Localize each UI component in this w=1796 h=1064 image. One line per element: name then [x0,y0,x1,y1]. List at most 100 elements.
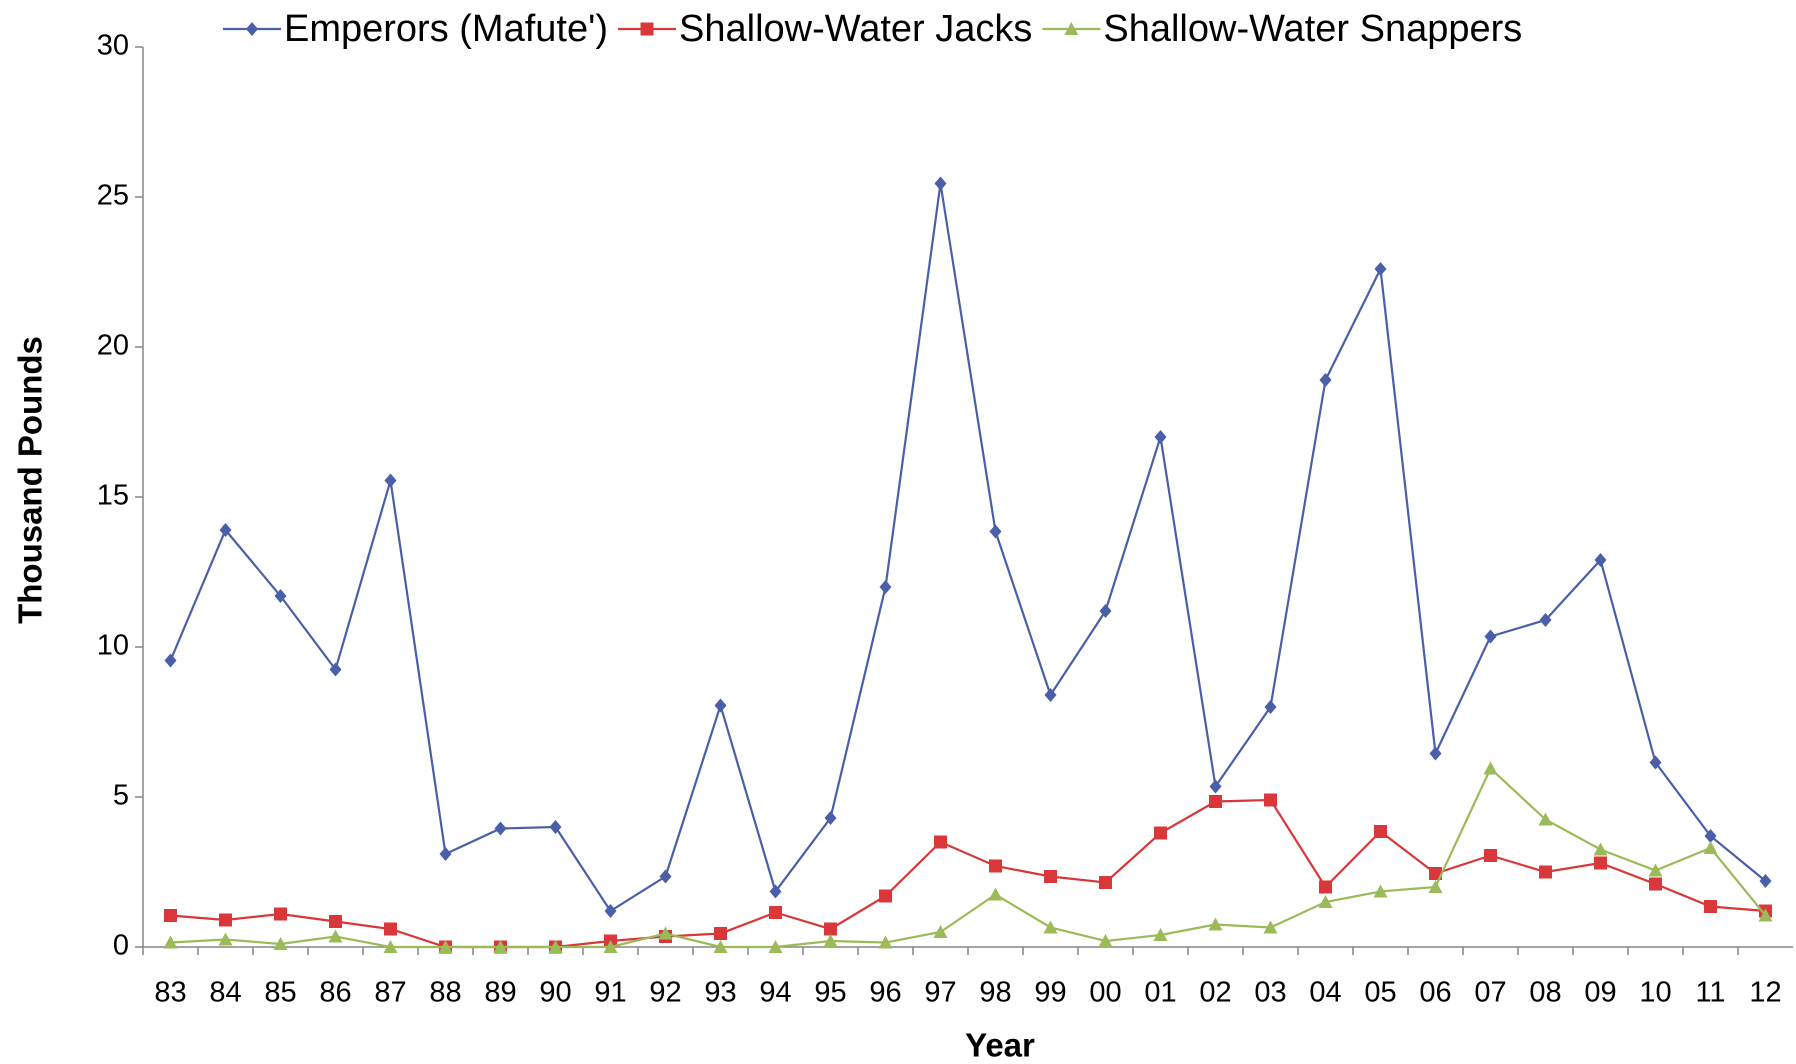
point [493,940,508,953]
x-tick-label: 97 [924,977,956,1009]
point [383,940,398,953]
point [1044,870,1057,883]
legend-label: Shallow-Water Snappers [1103,8,1522,50]
point [548,940,563,953]
y-tick-label: 25 [97,180,129,212]
point [934,835,947,849]
point [824,811,837,825]
x-tick-label: 05 [1364,977,1396,1009]
y-tick-label: 15 [97,480,129,512]
point [713,940,728,953]
point [1263,920,1278,934]
x-tick-label: 83 [154,977,186,1009]
point [219,913,232,927]
point [1648,863,1663,877]
point [1374,262,1387,276]
legend-label: Emperors (Mafute') [284,8,608,50]
point [824,922,837,936]
point [164,653,177,668]
series-line [170,766,1767,949]
point [384,922,397,936]
point [164,909,177,922]
x-tick-label: 90 [539,977,571,1009]
point [879,580,892,594]
point [1319,373,1332,387]
legend-label: Shallow-Water Jacks [679,8,1032,50]
point [989,524,1002,539]
x-tick-label: 88 [429,977,461,1009]
x-tick-label: 00 [1089,977,1121,1009]
point [1649,755,1662,770]
point [988,887,1003,901]
point [274,907,287,921]
x-tick-label: 02 [1199,977,1231,1009]
point [604,904,617,918]
point [659,869,672,884]
point [768,940,783,953]
point [218,932,233,946]
x-tick-label: 10 [1639,977,1671,1009]
point [1154,826,1167,840]
point [1484,629,1497,644]
point [1703,841,1718,854]
x-tick-label: 01 [1144,977,1176,1009]
series-line [170,798,1766,949]
x-tick-label: 08 [1529,977,1561,1009]
point [1318,895,1333,908]
x-tick-label: 93 [704,977,736,1009]
point [714,698,727,713]
x-tick-label: 04 [1309,977,1341,1009]
point [549,820,562,834]
point [1319,880,1332,894]
point [1539,865,1552,879]
point [1594,856,1607,870]
x-tick-label: 85 [264,977,296,1009]
point [934,176,947,191]
x-tick-label: 06 [1419,977,1451,1009]
x-tick-label: 99 [1034,977,1066,1009]
y-tick-label: 30 [97,30,129,62]
x-tick-label: 03 [1254,977,1286,1009]
point [1759,874,1772,888]
point [1209,795,1222,808]
point [1539,613,1552,627]
point [273,937,288,950]
point [989,859,1002,873]
x-axis-title: Year [965,1027,1035,1064]
point [1374,825,1387,838]
point [1484,849,1497,862]
point [274,589,287,603]
point [658,926,673,940]
point [769,884,782,899]
point [438,940,453,953]
point [1429,746,1442,761]
x-tick-label: 12 [1749,977,1781,1009]
point [1153,928,1168,941]
point [329,915,342,928]
point [823,934,838,947]
x-tick-label: 95 [814,977,846,1009]
point [769,906,782,919]
y-tick-label: 20 [97,330,129,362]
x-tick-label: 94 [759,977,791,1009]
point [1593,842,1608,856]
x-tick-label: 87 [374,977,406,1009]
point [384,473,397,488]
point [1538,812,1553,826]
x-tick-label: 07 [1474,977,1506,1009]
point [933,925,948,938]
point [1429,867,1442,880]
x-tick-label: 91 [594,977,626,1009]
point [879,889,892,903]
point [1264,793,1277,807]
point [1099,604,1112,618]
point [1098,934,1113,947]
point [714,927,727,940]
x-tick-label: 84 [209,977,241,1009]
point [1043,920,1058,934]
point [1264,700,1277,714]
x-tick-label: 89 [484,977,516,1009]
x-tick-label: 92 [649,977,681,1009]
legend-marker [640,22,654,36]
